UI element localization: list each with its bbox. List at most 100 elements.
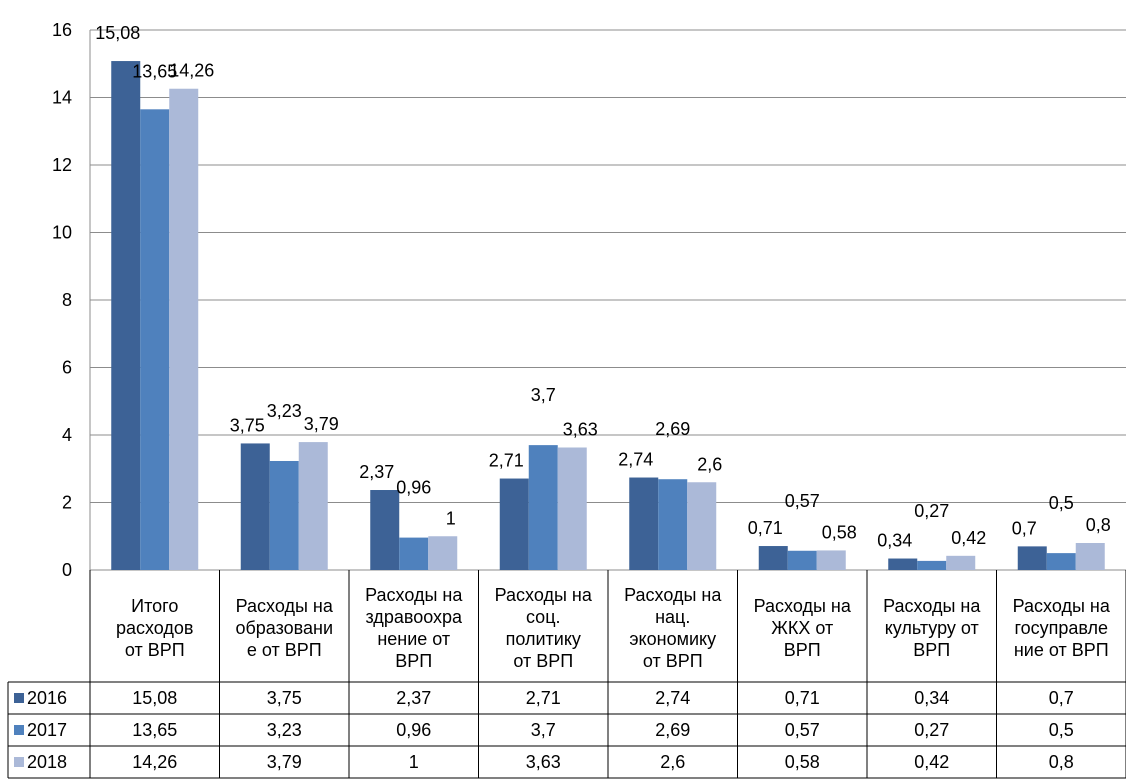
category-label-line: ние от ВРП xyxy=(1014,640,1109,660)
legend-swatch-2016 xyxy=(14,693,24,703)
table-cell-value: 2,71 xyxy=(526,688,561,708)
data-label-2017: 0,5 xyxy=(1049,493,1074,513)
category-label-line: культуру от xyxy=(885,618,979,638)
data-label-2016: 3,75 xyxy=(230,415,265,435)
bars xyxy=(111,61,1105,571)
y-tick-label: 14 xyxy=(52,88,72,108)
data-label-2016: 15,08 xyxy=(95,23,140,43)
table-cell-value: 2,37 xyxy=(396,688,431,708)
y-tick-label: 8 xyxy=(62,290,72,310)
bar-2016 xyxy=(499,478,529,570)
category-label-line: соц. xyxy=(526,607,561,627)
table-cell-value: 3,63 xyxy=(526,752,561,772)
table-cell-value: 0,8 xyxy=(1049,752,1074,772)
table-cell-value: 2,74 xyxy=(655,688,690,708)
category-label: Расходы на госуправле ние от ВРП xyxy=(1013,596,1111,660)
y-tick-label: 12 xyxy=(52,155,72,175)
category-label-line: политику xyxy=(506,629,581,649)
legend-label: 2018 xyxy=(27,752,67,772)
table-cell-value: 3,23 xyxy=(267,720,302,740)
bar-2017 xyxy=(917,560,947,570)
category-label: Расходы на здравоохра нение от ВРП xyxy=(365,585,463,671)
table-cell-value: 1 xyxy=(409,752,419,772)
bar-2018 xyxy=(1075,543,1105,570)
legend-swatch-2018 xyxy=(14,757,24,767)
y-tick-label: 10 xyxy=(52,223,72,243)
category-label-line: от ВРП xyxy=(643,651,703,671)
data-label-2018: 0,8 xyxy=(1086,515,1111,535)
category-label-line: Расходы на xyxy=(1013,596,1111,616)
data-label-2018: 3,79 xyxy=(304,414,339,434)
category-label-line: нац. xyxy=(655,607,690,627)
table-cell-value: 0,7 xyxy=(1049,688,1074,708)
category-label-line: е от ВРП xyxy=(247,640,322,660)
category-label: Итого расходов от ВРП xyxy=(116,596,194,660)
category-label-line: Расходы на xyxy=(883,596,981,616)
bar-2018 xyxy=(816,550,846,570)
table-cell-value: 13,65 xyxy=(132,720,177,740)
category-label-line: образовани xyxy=(235,618,333,638)
y-tick-label: 4 xyxy=(62,425,72,445)
data-label-2016: 2,74 xyxy=(618,450,653,470)
bar-2017 xyxy=(1046,553,1076,570)
bar-2018 xyxy=(428,536,458,570)
data-label-2017: 0,27 xyxy=(914,501,949,521)
category-label-line: Расходы на xyxy=(754,596,852,616)
bar-2017 xyxy=(528,445,558,570)
category-label-line: Расходы на xyxy=(624,585,722,605)
bar-2017 xyxy=(140,109,170,570)
bar-2018 xyxy=(298,442,328,570)
data-label-2016: 2,71 xyxy=(489,451,524,471)
category-label-line: Итого xyxy=(131,596,178,616)
bar-2016 xyxy=(888,558,918,570)
data-label-2017: 0,96 xyxy=(396,478,431,498)
category-label-line: ВРП xyxy=(913,640,950,660)
data-label-2016: 0,7 xyxy=(1012,518,1037,538)
category-label-line: ВРП xyxy=(395,651,432,671)
table-cell-value: 0,71 xyxy=(785,688,820,708)
category-label-line: нение от xyxy=(377,629,450,649)
data-label-2016: 0,71 xyxy=(748,518,783,538)
category-label: Расходы на образовани е от ВРП xyxy=(235,596,333,660)
category-label-line: от ВРП xyxy=(513,651,573,671)
bar-2016 xyxy=(1017,546,1047,570)
bar-2017 xyxy=(269,460,299,570)
data-label-2017: 2,69 xyxy=(655,419,690,439)
y-tick-label: 2 xyxy=(62,493,72,513)
table-cell-value: 3,7 xyxy=(531,720,556,740)
category-label: Расходы на ЖКХ от ВРП xyxy=(754,596,852,660)
category-label-line: экономику xyxy=(629,629,716,649)
table-cell-value: 0,42 xyxy=(914,752,949,772)
category-label: Расходы на нац. экономику от ВРП xyxy=(624,585,722,671)
table-cell-value: 0,34 xyxy=(914,688,949,708)
category-label-line: здравоохра xyxy=(365,607,463,627)
table-cell-value: 0,27 xyxy=(914,720,949,740)
category-label: Расходы на соц. политику от ВРП xyxy=(495,585,593,671)
data-label-2016: 0,34 xyxy=(877,531,912,551)
bar-2018 xyxy=(557,447,587,570)
data-label-2018: 1 xyxy=(446,508,456,528)
category-label-line: Расходы на xyxy=(365,585,463,605)
bar-2016 xyxy=(629,477,659,570)
data-label-2017: 13,65 xyxy=(132,61,177,81)
data-label-2017: 0,57 xyxy=(785,491,820,511)
category-label-line: расходов xyxy=(116,618,194,638)
bar-2018 xyxy=(687,482,717,570)
bar-2016 xyxy=(111,61,141,571)
table-cell-value: 0,5 xyxy=(1049,720,1074,740)
bar-2017 xyxy=(787,550,817,570)
bar-2017 xyxy=(399,537,429,570)
table-cell-value: 14,26 xyxy=(132,752,177,772)
y-tick-label: 0 xyxy=(62,560,72,580)
category-label-line: госуправле xyxy=(1014,618,1108,638)
category-label-line: ВРП xyxy=(784,640,821,660)
table-cell-value: 0,96 xyxy=(396,720,431,740)
category-label-line: Расходы на xyxy=(495,585,593,605)
bar-2016 xyxy=(370,490,400,570)
data-label-2018: 2,6 xyxy=(697,454,722,474)
category-label-line: от ВРП xyxy=(125,640,185,660)
category-label-line: ЖКХ от xyxy=(771,618,833,638)
